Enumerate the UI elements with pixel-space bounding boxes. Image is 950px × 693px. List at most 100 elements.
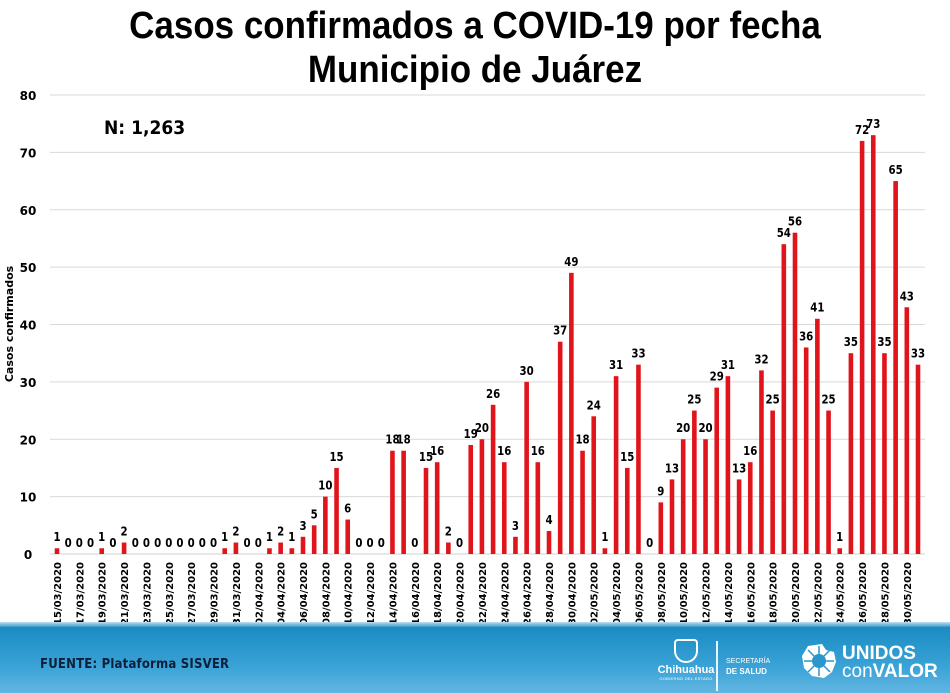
chihuahua-logo-text: Chihuahua	[657, 664, 715, 676]
bar	[826, 410, 831, 554]
x-tick-label: 28/04/2020	[545, 562, 556, 625]
data-label: 18	[385, 433, 399, 447]
x-tick-label: 15/03/2020	[53, 562, 64, 625]
unidos-text: UNIDOS	[842, 643, 916, 664]
data-label: 18	[575, 433, 589, 447]
x-tick-label: 24/05/2020	[836, 562, 847, 625]
bar	[580, 450, 585, 554]
shield-icon	[674, 639, 698, 663]
bar	[479, 439, 485, 554]
y-tick-label: 0	[24, 548, 32, 562]
data-label: 15	[620, 450, 634, 464]
bar	[837, 548, 843, 554]
data-label: 1	[221, 530, 228, 544]
bar	[222, 548, 228, 554]
bar	[446, 542, 451, 554]
data-label: 20	[698, 421, 712, 435]
data-label: 54	[777, 226, 791, 240]
y-tick-label: 40	[20, 319, 37, 333]
data-label: 20	[676, 421, 690, 435]
total-cases-annotation: N: 1,263	[104, 117, 185, 139]
bar	[602, 548, 608, 554]
data-label: 13	[665, 462, 679, 476]
x-tick-label: 21/03/2020	[120, 562, 131, 625]
x-tick-label: 30/05/2020	[903, 562, 914, 625]
bar	[121, 542, 127, 554]
data-label: 30	[520, 364, 534, 378]
bar	[557, 341, 563, 554]
bar	[781, 244, 787, 555]
data-label: 56	[788, 215, 802, 229]
valor-text: VALOR	[872, 661, 938, 682]
bar	[501, 462, 507, 554]
bar	[267, 548, 272, 554]
title-line-1: Casos confirmados a COVID-19 por fecha	[129, 5, 821, 47]
bar	[725, 376, 731, 554]
data-label: 18	[397, 433, 411, 447]
bar	[915, 364, 921, 554]
chihuahua-logo-subtext: GOBIERNO DEL ESTADO	[659, 676, 713, 681]
data-label: 0	[378, 536, 385, 550]
data-label: 1	[836, 530, 843, 544]
data-label: 43	[900, 290, 914, 304]
data-label: 0	[255, 536, 262, 550]
data-label: 0	[199, 536, 206, 550]
data-label: 3	[299, 519, 306, 533]
data-label: 0	[143, 536, 150, 550]
x-tick-label: 31/03/2020	[232, 562, 243, 625]
data-label: 0	[176, 536, 183, 550]
bar	[345, 519, 351, 554]
x-tick-label: 28/05/2020	[880, 562, 891, 625]
data-label: 0	[109, 536, 116, 550]
data-label: 3	[512, 519, 519, 533]
x-tick-label: 20/04/2020	[456, 562, 467, 625]
con-valor-text: conVALOR	[842, 661, 938, 682]
bar	[323, 496, 328, 554]
data-label: 0	[646, 536, 653, 550]
data-label: 1	[98, 530, 105, 544]
data-label: 4	[545, 513, 552, 527]
chihuahua-logo: Chihuahua GOBIERNO DEL ESTADO	[655, 639, 717, 681]
data-label: 0	[210, 536, 217, 550]
x-tick-label: 24/04/2020	[500, 562, 511, 625]
bar	[54, 548, 60, 554]
chart-title: Casos confirmados a COVID-19 por fecha M…	[38, 0, 912, 92]
bar	[680, 439, 686, 554]
x-tick-label: 26/05/2020	[858, 562, 869, 625]
data-label: 29	[710, 370, 724, 384]
data-label: 36	[799, 330, 813, 344]
bar	[669, 479, 675, 554]
data-label: 31	[721, 358, 735, 372]
bar	[546, 531, 552, 554]
data-label: 1	[266, 530, 273, 544]
bar	[658, 502, 664, 554]
data-label: 2	[121, 525, 128, 539]
footer-bar: FUENTE: Plataforma SISVER Chihuahua GOBI…	[0, 627, 950, 693]
bar	[468, 444, 474, 554]
bar	[401, 450, 406, 554]
x-tick-label: 06/05/2020	[634, 562, 645, 625]
data-label: 13	[732, 462, 746, 476]
secretaria-de-salud-logo: SECRETARÍA DE SALUD	[726, 657, 770, 678]
data-label: 20	[475, 421, 489, 435]
x-tick-label: 22/05/2020	[813, 562, 824, 625]
bar	[434, 462, 440, 554]
bar	[233, 542, 239, 554]
bar	[736, 479, 742, 554]
data-label: 0	[154, 536, 161, 550]
data-label: 1	[601, 530, 608, 544]
data-label: 16	[531, 444, 545, 458]
secretaria-line-2: DE SALUD	[726, 667, 767, 676]
y-tick-label: 20	[20, 433, 37, 447]
data-label: 2	[232, 525, 239, 539]
logo-divider	[716, 641, 718, 691]
bar	[759, 370, 764, 554]
bar	[882, 353, 887, 554]
data-label: 15	[329, 450, 343, 464]
gridlines	[50, 94, 925, 555]
x-tick-label: 10/05/2020	[679, 562, 690, 625]
data-label: 0	[244, 536, 251, 550]
data-label: 25	[766, 393, 780, 407]
bar	[904, 307, 910, 554]
